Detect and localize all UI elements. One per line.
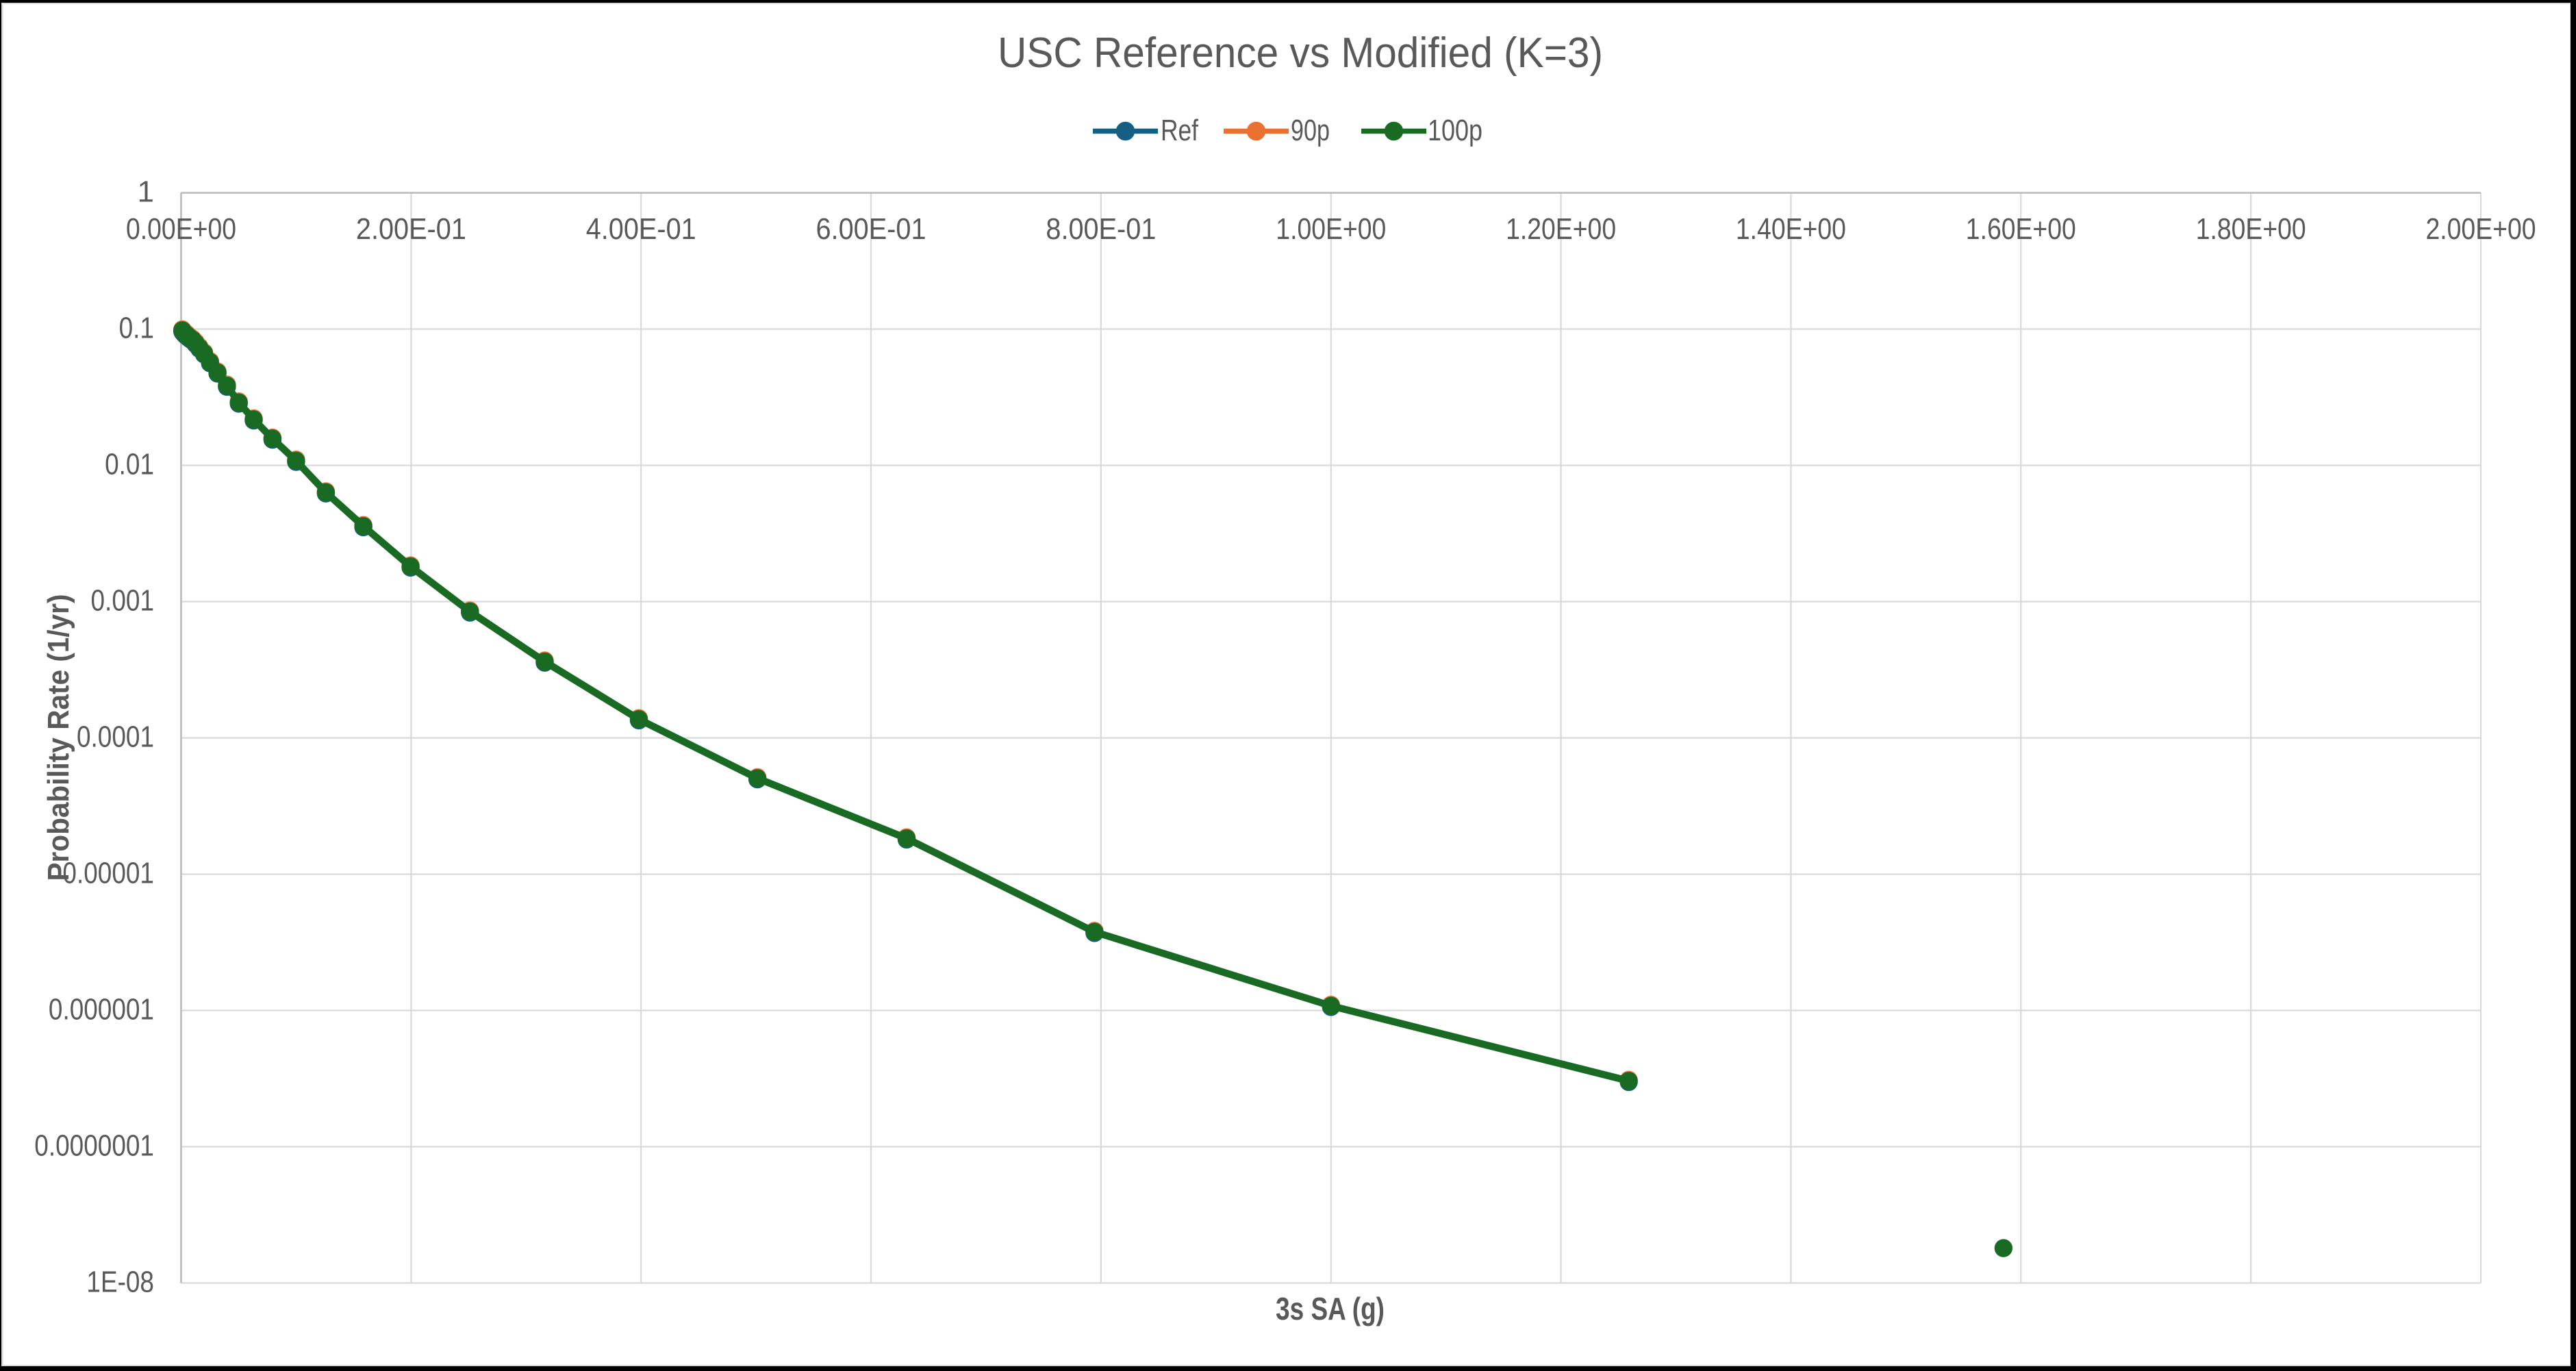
svg-text:2.00E+00: 2.00E+00 <box>2426 212 2536 246</box>
svg-text:1.00E+00: 1.00E+00 <box>1276 212 1386 246</box>
svg-text:1E-08: 1E-08 <box>86 1266 154 1299</box>
svg-text:2.00E-01: 2.00E-01 <box>356 212 466 246</box>
svg-text:6.00E-01: 6.00E-01 <box>816 212 926 246</box>
svg-text:0.1: 0.1 <box>119 312 154 345</box>
svg-text:Probability Rate (1/yr): Probability Rate (1/yr) <box>42 594 75 881</box>
svg-text:4.00E-01: 4.00E-01 <box>586 212 696 246</box>
svg-text:1.80E+00: 1.80E+00 <box>2196 212 2306 246</box>
svg-text:1.40E+00: 1.40E+00 <box>1736 212 1846 246</box>
svg-text:0.01: 0.01 <box>105 448 154 481</box>
svg-text:0.0001: 0.0001 <box>77 720 154 754</box>
svg-text:90p: 90p <box>1291 114 1330 147</box>
svg-text:1.20E+00: 1.20E+00 <box>1506 212 1616 246</box>
svg-text:1: 1 <box>138 175 154 209</box>
svg-text:Ref: Ref <box>1161 114 1199 147</box>
svg-text:0.001: 0.001 <box>91 584 155 618</box>
svg-text:100p: 100p <box>1428 114 1482 147</box>
svg-text:8.00E-01: 8.00E-01 <box>1046 212 1156 246</box>
svg-text:0.000001: 0.000001 <box>49 993 154 1027</box>
svg-text:0.00E+00: 0.00E+00 <box>126 212 236 246</box>
svg-text:0.0000001: 0.0000001 <box>34 1129 154 1163</box>
svg-text:3s SA (g): 3s SA (g) <box>1276 1291 1385 1326</box>
svg-text:1.60E+00: 1.60E+00 <box>1966 212 2076 246</box>
svg-text:USC Reference vs Modified (K=3: USC Reference vs Modified (K=3) <box>998 29 1603 77</box>
svg-text:0.00001: 0.00001 <box>62 857 154 890</box>
